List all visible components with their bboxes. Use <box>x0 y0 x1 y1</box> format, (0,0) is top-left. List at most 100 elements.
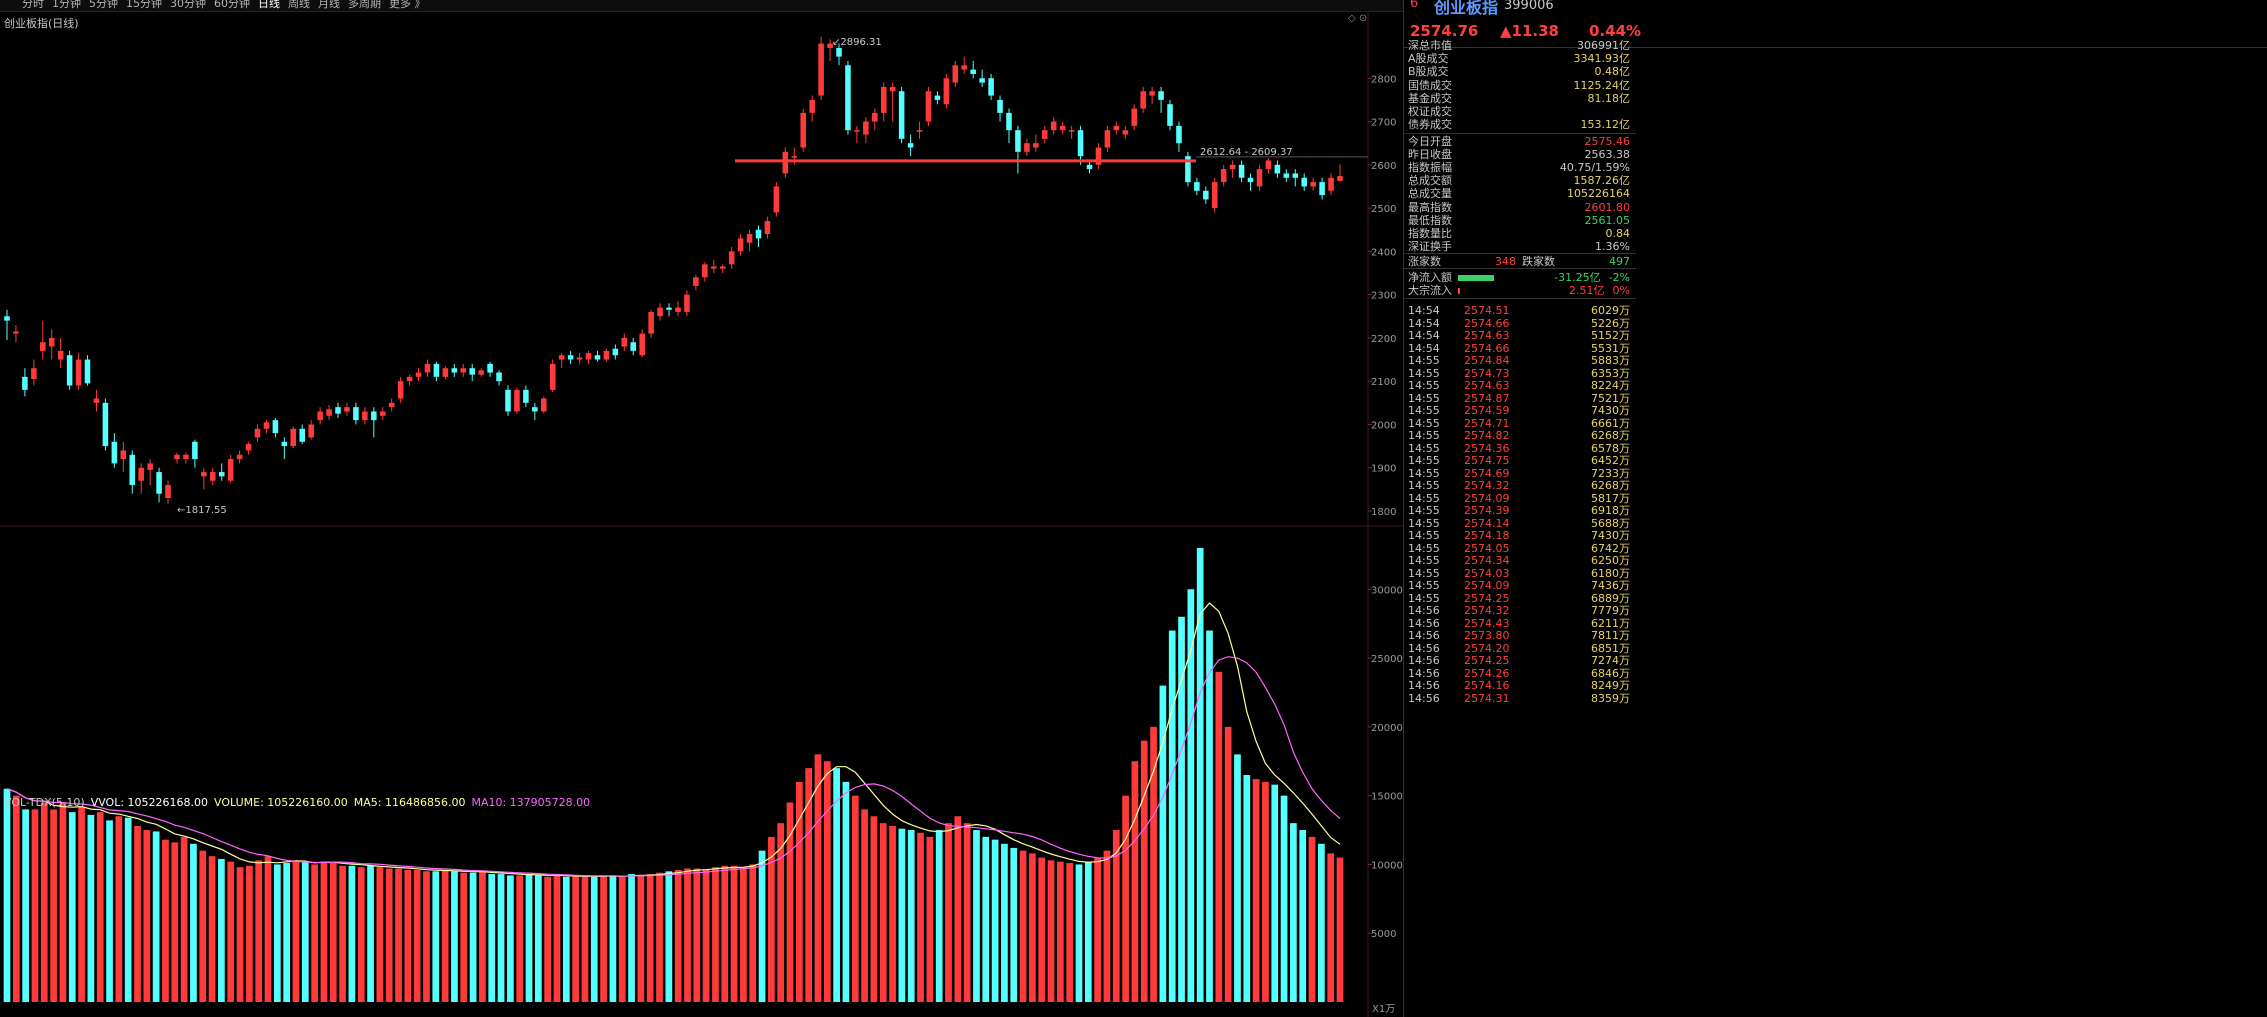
tick-row[interactable]: 14:55 2574.03 6180万 <box>1404 567 1636 581</box>
period-tab-3[interactable]: 15分钟 <box>126 0 162 10</box>
tick-row[interactable]: 14:54 2574.66 5226万 <box>1404 317 1636 331</box>
tick-row[interactable]: 14:55 2574.87 7521万 <box>1404 392 1636 406</box>
quote-name[interactable]: 创业板指 <box>1434 0 1499 17</box>
candle-body <box>442 368 449 377</box>
candle-body <box>827 43 833 48</box>
volume-bar <box>628 874 635 1002</box>
tick-row[interactable]: 14:55 2574.36 6578万 <box>1404 442 1636 456</box>
volume-bar <box>1308 836 1316 1002</box>
tick-volume: 8224万 <box>1591 379 1630 392</box>
candle-body <box>1095 147 1102 165</box>
candle-body <box>156 472 162 494</box>
tick-price: 2573.80 <box>1464 629 1510 642</box>
candle-body <box>684 294 690 312</box>
candle-body <box>773 186 780 213</box>
tick-price: 2574.59 <box>1464 404 1510 417</box>
volume-bar <box>236 867 244 1002</box>
stat-value: 2601.80 <box>1584 200 1631 214</box>
tick-price: 2574.73 <box>1464 366 1510 380</box>
period-tab-4[interactable]: 30分钟 <box>170 0 206 10</box>
tick-volume: 7811万 <box>1591 629 1630 642</box>
tick-row[interactable]: 14:56 2574.20 6851万 <box>1404 642 1636 656</box>
tick-time: 14:55 <box>1408 491 1440 505</box>
tick-row[interactable]: 14:56 2574.16 8249万 <box>1404 679 1636 693</box>
tick-row[interactable]: 14:55 2574.25 6889万 <box>1404 592 1636 606</box>
tick-row[interactable]: 14:54 2574.66 5531万 <box>1404 341 1636 356</box>
candle-body <box>567 355 574 360</box>
tick-row[interactable]: 14:55 2574.59 7430万 <box>1404 404 1636 418</box>
tick-row[interactable]: 14:55 2574.34 6250万 <box>1404 554 1636 568</box>
period-tab-10[interactable]: 更多 》 <box>389 0 426 10</box>
volume-bar <box>78 806 85 1002</box>
tick-volume: 7274万 <box>1591 654 1630 667</box>
candle-body <box>40 342 46 351</box>
candle-body <box>469 368 475 375</box>
stat-row: 深证换手 1.36% <box>1408 240 1630 253</box>
candle-body <box>129 454 136 486</box>
candle-body <box>657 307 663 317</box>
period-tab-7[interactable]: 周线 <box>288 0 310 10</box>
tick-row[interactable]: 14:55 2574.14 5688万 <box>1404 517 1636 531</box>
tick-price: 2574.66 <box>1464 341 1510 355</box>
stat-label: 指数振幅 <box>1408 161 1452 175</box>
candle-body <box>934 95 941 100</box>
flow-label: 净流入额 <box>1408 271 1452 284</box>
volume-bar <box>609 875 617 1002</box>
tick-row[interactable]: 14:55 2574.71 6661万 <box>1404 417 1636 431</box>
tick-row[interactable]: 14:55 2574.09 7436万 <box>1404 579 1636 593</box>
candle-body <box>371 411 377 421</box>
tick-row[interactable]: 14:54 2574.63 5152万 <box>1404 329 1636 343</box>
tick-time: 14:56 <box>1408 604 1440 617</box>
tick-row[interactable]: 14:56 2573.80 7811万 <box>1404 629 1636 643</box>
quote-price: 2574.76 <box>1410 22 1479 40</box>
tick-row[interactable]: 14:54 2574.51 6029万 <box>1404 304 1636 318</box>
volume-bar <box>861 809 868 1002</box>
volume-bar <box>1094 857 1101 1002</box>
tick-row[interactable]: 14:56 2574.31 8359万 <box>1404 692 1636 706</box>
candle-body <box>558 355 565 360</box>
tick-row[interactable]: 14:55 2574.63 8224万 <box>1404 379 1636 393</box>
period-tab-8[interactable]: 月线 <box>318 0 340 10</box>
tick-row[interactable]: 14:55 2574.73 6353万 <box>1404 366 1636 381</box>
chart-title: 创业板指(日线) <box>4 17 79 30</box>
period-tab-9[interactable]: 多周期 <box>348 0 381 10</box>
period-tab-1[interactable]: 1分钟 <box>52 0 81 10</box>
volume-bar <box>1010 847 1018 1002</box>
tick-row[interactable]: 14:55 2574.32 6268万 <box>1404 479 1636 493</box>
tick-row[interactable]: 14:56 2574.26 6846万 <box>1404 667 1636 681</box>
tick-row[interactable]: 14:55 2574.05 6742万 <box>1404 542 1636 556</box>
tick-row[interactable]: 14:56 2574.43 6211万 <box>1404 617 1636 631</box>
chart-area[interactable]: 2800 2700 2600 2500 2400 2300 2200 2100 2000 1900… <box>0 12 1403 1017</box>
volume-bar <box>479 871 486 1002</box>
tick-row[interactable]: 14:55 2574.69 7233万 <box>1404 467 1636 481</box>
tick-row[interactable]: 14:55 2574.84 5883万 <box>1404 354 1636 368</box>
tick-row[interactable]: 14:55 2574.18 7430万 <box>1404 529 1636 543</box>
period-tab-2[interactable]: 5分钟 <box>89 0 118 10</box>
tick-row[interactable]: 14:55 2574.82 6268万 <box>1404 429 1636 443</box>
candle-body <box>889 86 896 92</box>
tick-row[interactable]: 14:56 2574.32 7779万 <box>1404 604 1636 618</box>
period-tab-5[interactable]: 60分钟 <box>214 0 250 10</box>
period-tab-0[interactable]: 分时 <box>22 0 44 10</box>
kline-chart[interactable]: 2800 2700 2600 2500 2400 2300 2200 2100 2000 1900… <box>0 12 1403 1017</box>
volume-bar <box>665 871 673 1002</box>
volume-bar <box>357 867 365 1002</box>
tick-time: 14:56 <box>1408 654 1440 667</box>
tick-row[interactable]: 14:55 2574.75 6452万 <box>1404 454 1636 468</box>
stat-value: 0.84 <box>1605 226 1631 240</box>
tick-list[interactable]: 14:54 2574.51 6029万 14:54 2574.66 5226万 14:54 2… <box>1404 304 1636 706</box>
period-tab-6[interactable]: 日线 <box>258 0 280 10</box>
low-annotation: ←1817.55 <box>177 505 227 516</box>
price-axis-label: 2200 <box>1371 334 1396 345</box>
tick-time: 14:55 <box>1408 554 1440 567</box>
volume-bar <box>749 864 757 1002</box>
volume-bar <box>935 830 943 1002</box>
volume-indicator-name[interactable]: VOL-TDX(5,10) <box>4 796 85 809</box>
candle-body <box>693 277 699 286</box>
stat-label: 指数量比 <box>1408 226 1452 240</box>
tick-row[interactable]: 14:56 2574.25 7274万 <box>1404 654 1636 668</box>
tick-row[interactable]: 14:55 2574.39 6918万 <box>1404 504 1636 518</box>
tick-row[interactable]: 14:55 2574.09 5817万 <box>1404 491 1636 506</box>
quote-index-number: 6 <box>1410 0 1419 11</box>
candle-body <box>675 307 681 312</box>
